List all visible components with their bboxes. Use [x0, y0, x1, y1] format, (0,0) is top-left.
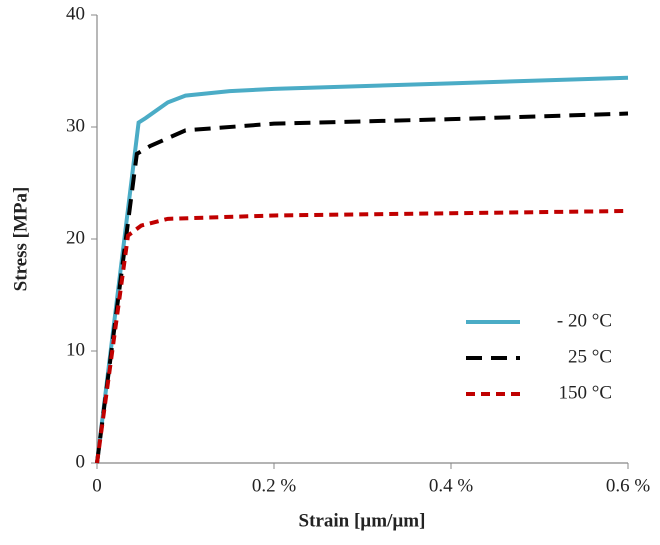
- y-axis-label: Stress [MPa]: [10, 187, 31, 292]
- x-tick-label: 0: [92, 475, 102, 496]
- y-tick-label: 40: [66, 3, 85, 24]
- series-line: [95, 111, 629, 464]
- series-line: [95, 75, 629, 464]
- legend-label: - 20 °C: [557, 310, 612, 331]
- x-tick-label: 0.4 %: [429, 475, 474, 496]
- y-tick-label: 10: [66, 339, 85, 360]
- y-tick-label: 0: [76, 451, 86, 472]
- legend-label: 150 °C: [558, 382, 612, 403]
- y-tick-label: 30: [66, 115, 85, 136]
- x-tick-label: 0.2 %: [252, 475, 297, 496]
- series-line: [95, 209, 629, 464]
- x-tick-label: 0.6 %: [606, 475, 651, 496]
- y-tick-label: 20: [66, 227, 85, 248]
- legend-label: 25 °C: [568, 346, 612, 367]
- x-axis-label: Strain [µm/µm]: [299, 510, 426, 531]
